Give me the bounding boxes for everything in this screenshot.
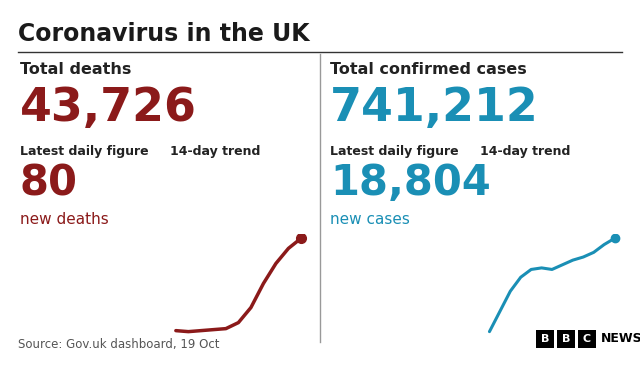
Text: 18,804: 18,804 (330, 162, 491, 204)
Text: Total deaths: Total deaths (20, 62, 131, 77)
FancyBboxPatch shape (557, 330, 575, 348)
Text: Total confirmed cases: Total confirmed cases (330, 62, 527, 77)
Text: Source: Gov.uk dashboard, 19 Oct: Source: Gov.uk dashboard, 19 Oct (18, 338, 220, 351)
Text: Coronavirus in the UK: Coronavirus in the UK (18, 22, 310, 46)
Text: 741,212: 741,212 (330, 86, 539, 131)
Text: C: C (583, 334, 591, 344)
Text: 14-day trend: 14-day trend (480, 145, 570, 158)
FancyBboxPatch shape (536, 330, 554, 348)
FancyBboxPatch shape (578, 330, 596, 348)
Text: 43,726: 43,726 (20, 86, 197, 131)
Text: Latest daily figure: Latest daily figure (20, 145, 148, 158)
Text: B: B (541, 334, 549, 344)
Text: NEWS: NEWS (601, 332, 640, 345)
Text: Latest daily figure: Latest daily figure (330, 145, 459, 158)
Text: 80: 80 (20, 162, 78, 204)
Text: new cases: new cases (330, 212, 410, 227)
Text: 14-day trend: 14-day trend (170, 145, 260, 158)
Text: B: B (562, 334, 570, 344)
Text: new deaths: new deaths (20, 212, 109, 227)
